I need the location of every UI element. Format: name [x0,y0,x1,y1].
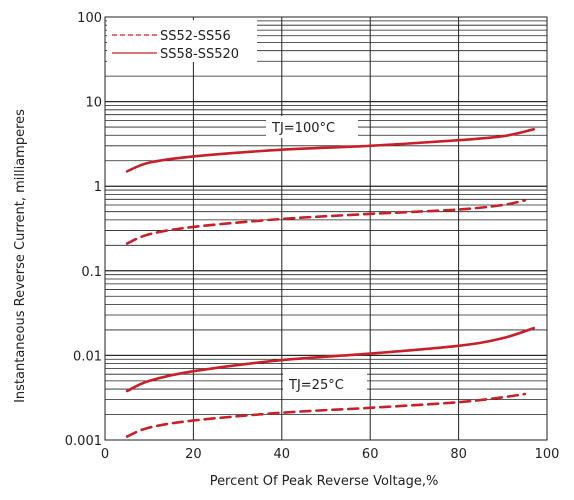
series-line [125,199,527,245]
x-tick-label: 100 [535,447,560,462]
legend-entry: SS52-SS56 [160,29,231,44]
annotation-tj25: TJ=25°C [283,373,367,395]
x-tick-label: 20 [185,447,202,462]
series-lines [125,128,535,438]
annotation-label: TJ=100°C [271,121,335,136]
y-tick-label: 10 [85,96,102,111]
y-tick-label: 1 [94,180,102,195]
annotation-tj100: TJ=100°C [266,116,358,138]
x-tick-label: 0 [101,447,109,462]
series-line [125,326,535,393]
tick-labels: 0 20 40 60 80 100 0.001 0.01 0.1 1 10 100 [65,11,560,462]
x-tick-label: 60 [362,447,379,462]
legend-entry: SS58-SS520 [160,47,239,62]
y-tick-label: 0.01 [73,349,102,364]
x-tick-label: 80 [450,447,467,462]
series-line [125,128,535,173]
x-tick-label: 40 [274,447,291,462]
y-tick-label: 0.001 [65,434,102,449]
y-tick-label: 100 [77,11,102,26]
plot-frame [104,16,548,441]
legend: SS52-SS56 SS58-SS520 [107,20,257,62]
y-tick-label: 0.1 [81,265,102,280]
annotation-label: TJ=25°C [288,378,344,393]
series-line [125,392,527,438]
y-axis-label: Instantaneous Reverse Current, milliampe… [13,109,28,403]
x-axis-label: Percent Of Peak Reverse Voltage,% [210,474,439,489]
